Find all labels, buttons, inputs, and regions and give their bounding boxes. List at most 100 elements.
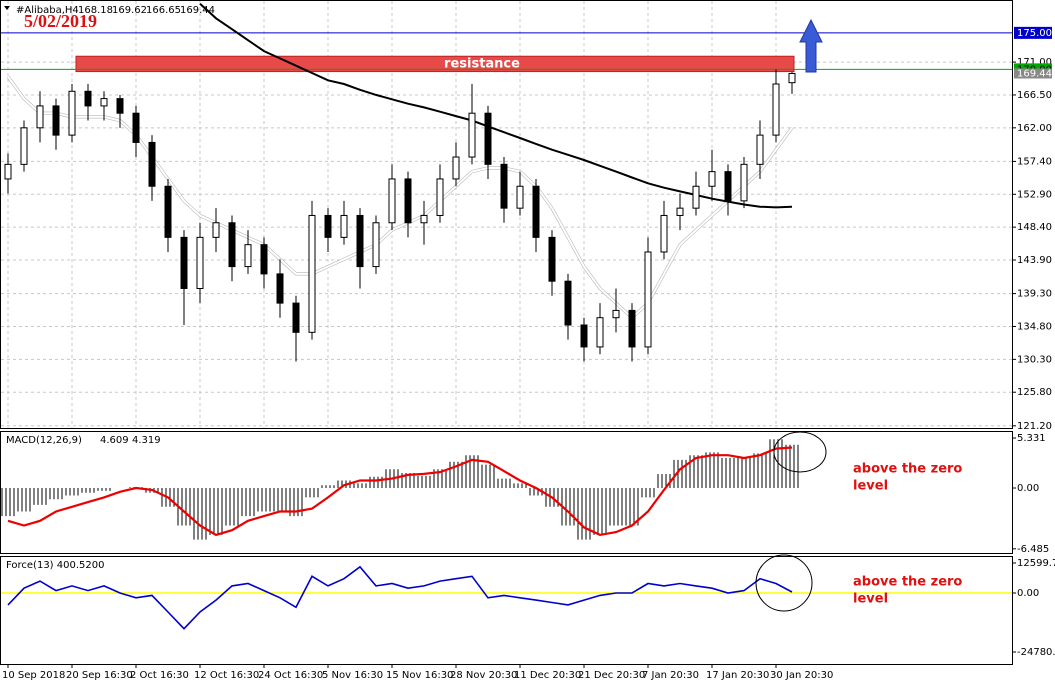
candle-body (516, 185, 524, 209)
chart-date: 5/02/2019 (24, 11, 97, 31)
candle-body (52, 105, 60, 136)
candle-body (436, 178, 444, 216)
panel-frame (0, 431, 1013, 554)
candle-body (532, 185, 540, 238)
x-tick-label: 10 Sep 2018 (2, 670, 65, 681)
y-tick-label: 171.00 (1017, 57, 1052, 68)
candle-body (484, 112, 492, 165)
highlight-ellipse (773, 431, 827, 473)
up-arrow (799, 18, 823, 73)
candle-body (340, 214, 348, 238)
candle-body (180, 236, 188, 289)
candle-body (692, 185, 700, 209)
y-tick-label: 162.00 (1017, 123, 1052, 134)
indicator-title: MACD(12,26,9) (6, 435, 82, 446)
y-tick-label: 143.90 (1017, 255, 1052, 266)
y-tick-label: 121.20 (1017, 421, 1052, 432)
y-tick-label: 0.00 (1017, 483, 1039, 494)
x-tick-label: 28 Nov 20:30 (450, 670, 517, 681)
candle-body (212, 222, 220, 238)
indicator-value: 4.609 (100, 435, 129, 446)
menu-icon (4, 6, 10, 10)
candle-body (132, 112, 140, 143)
candle-body (708, 171, 716, 187)
x-tick-label: 17 Jan 20:30 (706, 670, 769, 681)
candle-body (740, 163, 748, 202)
x-tick-label: 21 Dec 20:30 (578, 670, 645, 681)
indicator-value: 4.319 (132, 435, 161, 446)
candle-body (500, 163, 508, 209)
candle-body (596, 317, 604, 348)
x-tick-label: 30 Jan 20:30 (770, 670, 833, 681)
candle-body (4, 163, 12, 180)
annotation: above the zero (853, 575, 962, 590)
y-tick-label: 12599.75 (1017, 558, 1055, 569)
zone-label: resistance (444, 56, 520, 71)
signal-line (7, 446, 793, 537)
candle-body (148, 141, 156, 187)
y-tick-label: 152.90 (1017, 189, 1052, 200)
y-tick-label: 157.40 (1017, 156, 1052, 167)
panel-frame (0, 556, 1013, 665)
x-tick-label: 15 Nov 16:30 (386, 670, 453, 681)
candle-body (628, 309, 636, 348)
current-price-label: 169.44 (1017, 68, 1052, 79)
x-tick-label: 7 Jan 20:30 (642, 670, 699, 681)
resistance-zone (75, 55, 795, 73)
candle-body (772, 83, 780, 136)
candle-body (788, 72, 796, 84)
candle-body (196, 236, 204, 289)
y-tick-label: 166.50 (1017, 90, 1052, 101)
candle-body (244, 244, 252, 268)
y-tick-label: 139.30 (1017, 289, 1052, 300)
annotation: above the zero (853, 462, 962, 477)
candle-body (164, 185, 172, 238)
candle-body (116, 98, 124, 114)
candle-body (468, 112, 476, 158)
candle-body (548, 236, 556, 282)
highlight-ellipse (755, 554, 813, 612)
y-tick-label: 125.80 (1017, 387, 1052, 398)
x-tick-label: 24 Oct 16:30 (258, 670, 323, 681)
candle-body (84, 90, 92, 107)
x-tick-label: 20 Sep 16:30 (66, 670, 133, 681)
y-tick-label: -24780.3 (1017, 647, 1055, 658)
candle-body (580, 324, 588, 348)
current-price-box (1014, 68, 1052, 79)
candle-body (612, 309, 620, 319)
price-label: 175.00 (1017, 28, 1052, 39)
y-tick-label: 5.331 (1017, 433, 1046, 444)
candle-body (228, 222, 236, 268)
indicator-line (7, 565, 793, 630)
y-tick-label: 148.40 (1017, 222, 1052, 233)
chart-title: #Alibaba,H4 (16, 5, 79, 16)
candle-body (20, 127, 28, 165)
annotation: level (853, 592, 888, 607)
indicator-title: Force(13) 400.5200 (6, 560, 104, 571)
ohlc-value: 169.44 (180, 5, 215, 16)
y-tick-label: -6.485 (1017, 544, 1049, 555)
x-tick-label: 11 Dec 20:30 (514, 670, 581, 681)
ohlc-value: 168.18 (78, 5, 113, 16)
y-tick-label: 130.30 (1017, 354, 1052, 365)
annotation: level (853, 479, 888, 494)
candle-body (308, 214, 316, 333)
candle-body (756, 134, 764, 165)
candle-body (68, 90, 76, 136)
candle-body (724, 171, 732, 202)
candle-body (276, 273, 284, 304)
x-tick-label: 12 Oct 16:30 (194, 670, 259, 681)
candle-body (324, 214, 332, 238)
candle-body (292, 302, 300, 333)
y-tick-label: 0.00 (1017, 588, 1039, 599)
candle-body (660, 214, 668, 253)
candle-body (260, 244, 268, 275)
candle-body (100, 98, 108, 107)
candle-body (420, 214, 428, 224)
candle-body (452, 156, 460, 180)
candle-body (356, 214, 364, 268)
candle-body (404, 178, 412, 224)
candle-body (36, 105, 44, 129)
